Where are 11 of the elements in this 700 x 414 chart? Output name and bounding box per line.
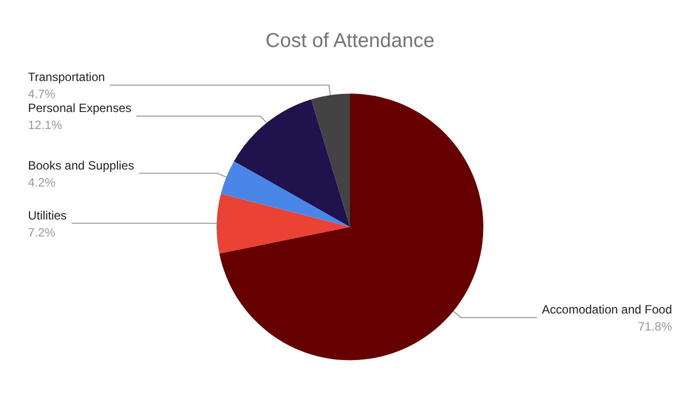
data-label: 4.2% [28, 175, 56, 190]
data-label: 7.2% [28, 225, 56, 240]
chart-title: Cost of Attendance [265, 30, 435, 52]
data-label: 4.7% [28, 87, 56, 102]
data-label: 12.1% [28, 118, 62, 132]
slice-label: Transportation [28, 70, 105, 84]
slice-label: Personal Expenses [28, 101, 132, 116]
data-label: 71.8% [638, 320, 672, 334]
slice-label: Books and Supplies [28, 158, 134, 172]
slice-label: Accomodation and Food [542, 302, 672, 317]
slice-label: Utilities [28, 208, 67, 222]
